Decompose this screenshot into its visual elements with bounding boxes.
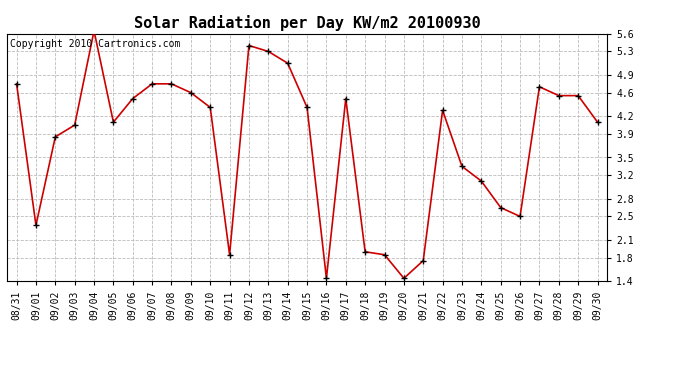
Text: Copyright 2010 Cartronics.com: Copyright 2010 Cartronics.com — [10, 39, 180, 49]
Title: Solar Radiation per Day KW/m2 20100930: Solar Radiation per Day KW/m2 20100930 — [134, 15, 480, 31]
